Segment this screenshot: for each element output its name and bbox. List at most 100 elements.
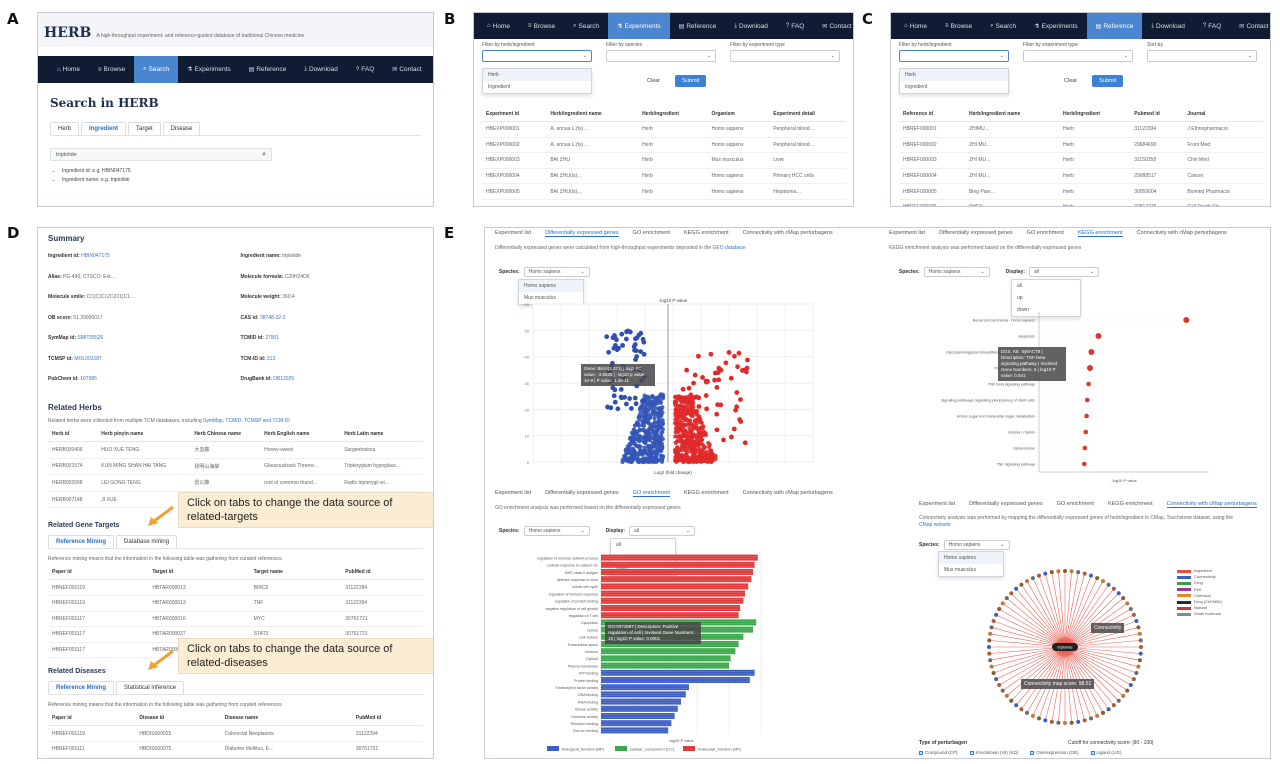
volcano-point[interactable] [623, 336, 629, 342]
table-cell[interactable]: 29684690 [1130, 137, 1184, 154]
volcano-point[interactable] [651, 450, 656, 456]
tcmid-link[interactable]: TCMID, [225, 418, 243, 424]
volcano-point[interactable] [692, 451, 698, 456]
kegg-dot[interactable] [1082, 461, 1087, 467]
go-bar[interactable] [601, 720, 672, 727]
volcano-point[interactable] [630, 455, 636, 460]
nav-item-download[interactable]: ⤓ Download [725, 13, 777, 39]
network-node[interactable] [1043, 571, 1048, 576]
volcano-point[interactable] [623, 453, 628, 458]
volcano-point[interactable] [712, 370, 718, 376]
volcano-point[interactable] [636, 452, 641, 457]
tab-differentially-expressed-genes[interactable]: Differentially expressed genes [545, 230, 619, 237]
volcano-point[interactable] [619, 331, 625, 337]
legend-item[interactable]: Pert [1177, 587, 1222, 593]
volcano-point[interactable] [659, 459, 665, 464]
column-header[interactable]: Herb/ingredient [638, 107, 708, 122]
nav-item-contact[interactable]: ✉ Contact [1230, 13, 1270, 39]
volcano-point[interactable] [637, 447, 643, 453]
tab-experiment-list[interactable]: Experiment list [495, 230, 532, 236]
tab-kegg-enrichment[interactable]: KEGG enrichment [1077, 230, 1123, 237]
network-node[interactable] [1069, 569, 1074, 574]
volcano-point[interactable] [699, 425, 704, 430]
field-value[interactable]: 313 [266, 355, 276, 362]
volcano-point[interactable] [606, 349, 612, 355]
volcano-point[interactable] [640, 423, 645, 428]
network-node[interactable] [1030, 576, 1035, 581]
volcano-point[interactable] [728, 375, 734, 381]
table-cell[interactable]: HBREF001119 [48, 595, 149, 612]
volcano-point[interactable] [704, 406, 710, 412]
volcano-point[interactable] [679, 425, 684, 431]
volcano-point[interactable] [690, 425, 696, 430]
volcano-point[interactable] [680, 433, 685, 438]
volcano-point[interactable] [637, 443, 642, 449]
field-value[interactable]: DB12025 [273, 376, 295, 382]
volcano-point[interactable] [691, 380, 696, 386]
tab-experiment-list[interactable]: Experiment list [889, 230, 926, 236]
kegg-dot[interactable] [1082, 445, 1088, 451]
kegg-dot[interactable] [1088, 349, 1095, 355]
network-node[interactable] [1137, 631, 1142, 636]
volcano-point[interactable] [654, 406, 659, 411]
network-node[interactable] [1106, 582, 1111, 587]
column-header[interactable]: Reference id [899, 107, 965, 122]
volcano-point[interactable] [646, 407, 652, 412]
volcano-point[interactable] [656, 424, 661, 430]
volcano-point[interactable] [644, 451, 649, 456]
nav-item-browse[interactable]: ≡ Browse [519, 13, 564, 39]
volcano-point[interactable] [608, 405, 614, 411]
volcano-point[interactable] [633, 336, 638, 342]
table-cell[interactable]: HERB000406 [48, 441, 98, 459]
column-header[interactable]: Herb id [48, 427, 98, 442]
volcano-point[interactable] [700, 448, 705, 453]
volcano-point[interactable] [652, 420, 657, 425]
checkbox-icon[interactable] [1030, 750, 1035, 755]
volcano-point[interactable] [658, 438, 663, 444]
tab-statistical-inference[interactable]: Statistical inference [116, 681, 185, 695]
volcano-point[interactable] [678, 398, 683, 403]
volcano-point[interactable] [742, 440, 748, 446]
perturbagen-option[interactable]: Ligand (LIG) [1090, 750, 1122, 755]
network-node[interactable] [1125, 688, 1130, 693]
volcano-point[interactable] [714, 411, 720, 417]
column-header[interactable]: Herb/ingredient name [964, 107, 1060, 122]
table-cell[interactable]: 31122394 [341, 595, 423, 612]
go-bar[interactable] [601, 590, 745, 597]
display-select[interactable]: all ⌄ [629, 526, 696, 536]
table-cell[interactable]: HERB007148 [48, 491, 98, 509]
herb-ingredient-filter[interactable]: ⌄ [899, 50, 1009, 62]
volcano-point[interactable] [660, 392, 665, 397]
volcano-point[interactable] [702, 431, 708, 436]
volcano-point[interactable] [694, 438, 700, 443]
volcano-point[interactable] [690, 414, 695, 419]
tab-target[interactable]: Target [128, 122, 161, 135]
volcano-point[interactable] [650, 455, 655, 460]
volcano-point[interactable] [633, 348, 639, 354]
network-node[interactable] [1063, 721, 1067, 725]
network-node[interactable] [1134, 670, 1139, 675]
species-filter[interactable]: ⌄ [606, 50, 716, 62]
volcano-point[interactable] [626, 450, 631, 456]
nav-item-faq[interactable]: ? FAQ [777, 13, 813, 39]
volcano-point[interactable] [683, 416, 688, 422]
tab-connectivity-with-cmap-perturbagens[interactable]: Connectivity with cMap perturbagens [1136, 230, 1227, 236]
center-node[interactable] [1052, 643, 1078, 651]
volcano-point[interactable] [636, 415, 641, 420]
network-node[interactable] [1128, 607, 1133, 611]
network-node[interactable] [987, 645, 991, 649]
volcano-point[interactable] [641, 451, 646, 456]
tab-ingredient[interactable]: Ingredient [81, 122, 127, 135]
volcano-point[interactable] [702, 453, 707, 458]
experiment-type-filter[interactable]: ⌄ [730, 50, 840, 62]
volcano-point[interactable] [687, 418, 693, 423]
volcano-point[interactable] [649, 446, 654, 451]
network-node[interactable] [1128, 683, 1133, 687]
checkbox-icon[interactable] [919, 750, 923, 755]
table-cell[interactable]: HBTAR000016 [148, 611, 250, 628]
volcano-point[interactable] [655, 429, 660, 434]
tab-database-mining[interactable]: Database mining [116, 535, 178, 549]
column-header[interactable]: Organism [707, 107, 770, 122]
tab-differentially-expressed-genes[interactable]: Differentially expressed genes [969, 501, 1043, 507]
dropdown-option[interactable]: up [1017, 295, 1023, 301]
